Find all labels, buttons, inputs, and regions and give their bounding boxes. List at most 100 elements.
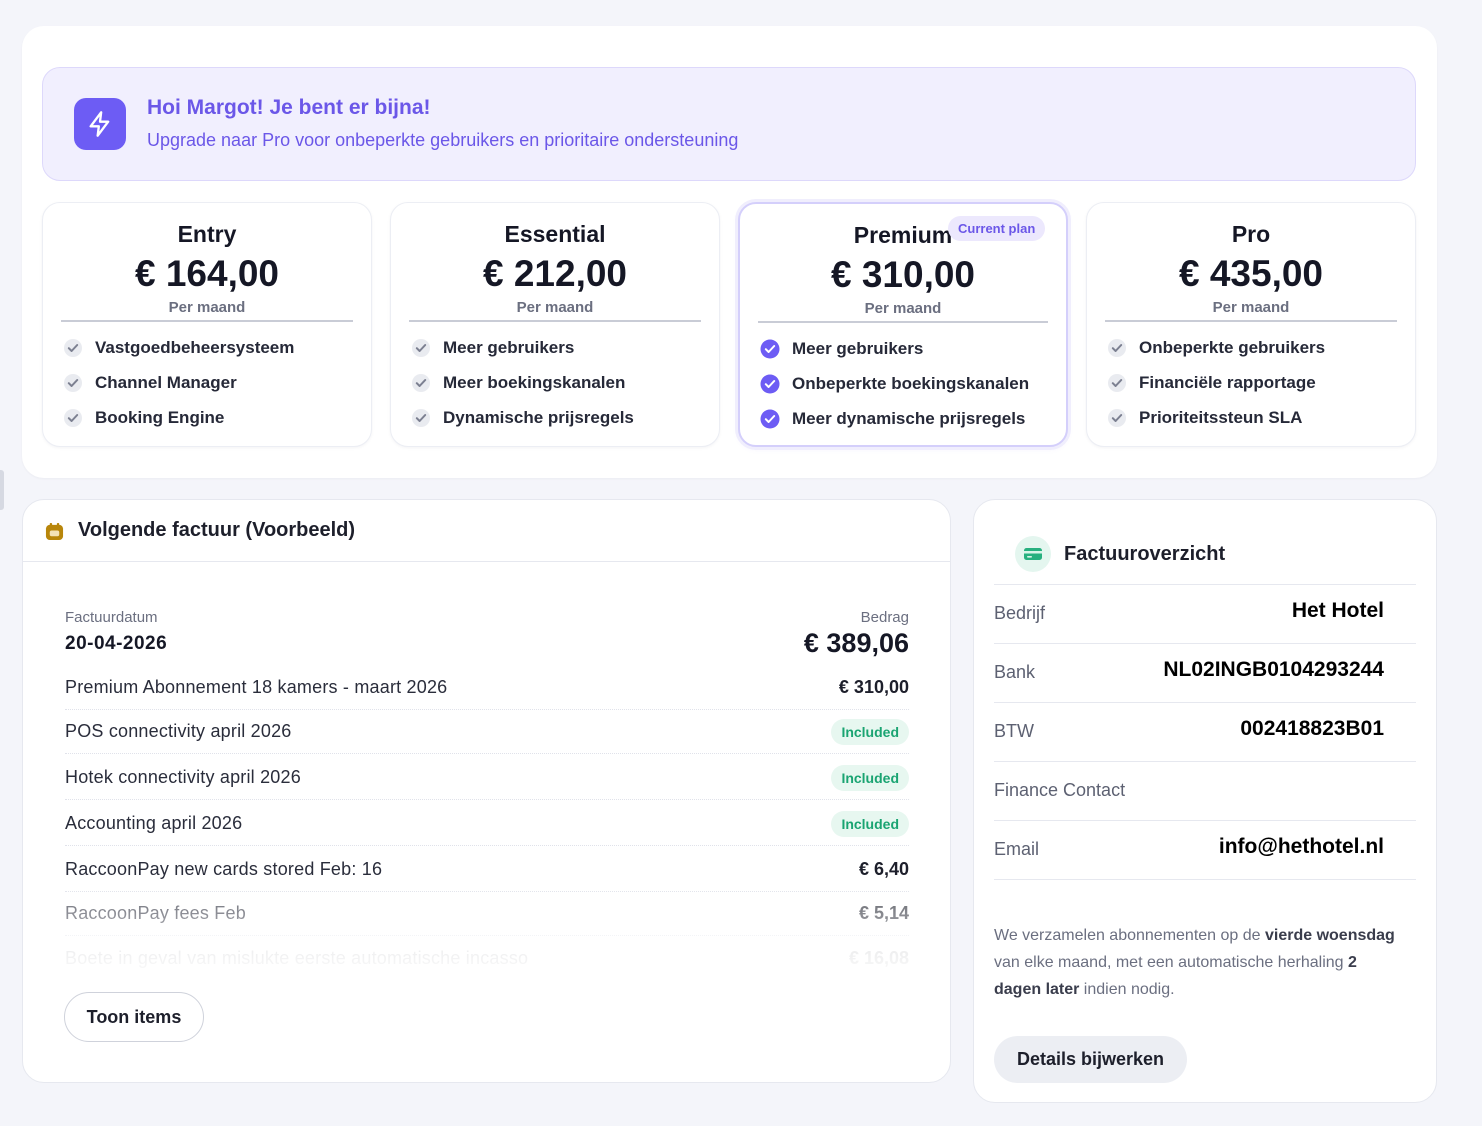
plan-card-essential[interactable]: Essential € 212,00 Per maand Meer gebruiker…: [390, 202, 720, 447]
plan-feature: Onbeperkte gebruikers: [1107, 336, 1325, 360]
line-description: RaccoonPay fees Feb: [65, 903, 246, 923]
plan-feature: Channel Manager: [63, 371, 237, 395]
included-badge: Included: [831, 810, 909, 837]
overview-value: NL02INGB0104293244: [1163, 658, 1384, 681]
invoice-line-item: Premium Abonnement 18 kamers - maart 202…: [65, 666, 909, 710]
banner-subtitle: Upgrade naar Pro voor onbeperkte gebruik…: [147, 130, 739, 150]
plan-feature: Dynamische prijsregels: [411, 406, 634, 430]
note-bold-day: vierde woensdag: [1265, 927, 1395, 944]
plan-period: Per maand: [1212, 299, 1290, 316]
divider: [1105, 320, 1397, 322]
overview-row-btw: BTW 002418823B01: [994, 702, 1416, 761]
divider: [409, 320, 701, 322]
line-description: POS connectivity april 2026: [65, 721, 292, 741]
line-description: RaccoonPay new cards stored Feb: 16: [65, 859, 383, 879]
line-description: Hotek connectivity april 2026: [65, 767, 301, 787]
plan-period: Per maand: [168, 299, 246, 316]
side-edge-tab[interactable]: [0, 470, 4, 510]
note-text: van elke maand, met een automatische her…: [994, 954, 1348, 971]
overview-value: 002418823B01: [1240, 717, 1384, 740]
plan-name: Essential: [504, 221, 606, 247]
note-bold-retry: 2 dagen later: [994, 954, 1357, 998]
feature-label: Meer gebruikers: [792, 339, 924, 358]
feature-label: Meer boekingskanalen: [443, 373, 626, 392]
plan-feature: Onbeperkte boekingskanalen: [760, 372, 1029, 396]
note-text: We verzamelen abonnementen op de: [994, 927, 1265, 944]
feature-label: Onbeperkte boekingskanalen: [792, 374, 1030, 393]
invoice-title: Volgende factuur (Voorbeeld): [78, 519, 356, 541]
plan-feature: Prioriteitssteun SLA: [1107, 406, 1302, 430]
overview-value: Het Hotel: [1291, 599, 1384, 622]
overview-value: info@hethotel.nl: [1218, 835, 1384, 858]
feature-label: Prioriteitssteun SLA: [1139, 408, 1303, 427]
check-circle-icon: [760, 339, 780, 359]
check-circle-icon: [411, 373, 431, 393]
check-circle-icon: [1107, 338, 1127, 358]
plan-feature: Meer gebruikers: [411, 336, 574, 360]
check-circle-icon: [1107, 373, 1127, 393]
check-circle-icon: [63, 373, 83, 393]
plan-price: € 435,00: [1178, 253, 1324, 294]
feature-label: Booking Engine: [95, 408, 225, 427]
banner-title: Hoi Margot! Je bent er bijna!: [147, 96, 431, 119]
overview-key: BTW: [994, 721, 1034, 741]
included-badge: Included: [831, 764, 909, 791]
check-circle-icon: [760, 374, 780, 394]
overview-row-bedrijf: Bedrijf Het Hotel: [994, 584, 1416, 643]
check-circle-icon: [1107, 408, 1127, 428]
line-description: Premium Abonnement 18 kamers - maart 202…: [65, 677, 448, 697]
invoice-line-item: RaccoonPay fees Feb € 5,14: [65, 892, 909, 936]
feature-label: Channel Manager: [95, 373, 237, 392]
calendar-icon: [45, 522, 64, 541]
feature-label: Dynamische prijsregels: [443, 408, 634, 427]
plan-price: € 164,00: [134, 253, 280, 294]
invoice-line-item: POS connectivity april 2026 Included: [65, 710, 909, 754]
check-circle-icon: [63, 408, 83, 428]
line-amount: € 6,40: [858, 859, 909, 879]
plan-card-premium[interactable]: Premium Current plan € 310,00 Per maand Meer…: [738, 202, 1068, 447]
divider: [758, 321, 1048, 323]
invoice-amount-label: Bedrag: [860, 609, 909, 626]
invoice-header: Volgende factuur (Voorbeeld): [23, 500, 950, 562]
feature-label: Meer dynamische prijsregels: [792, 409, 1026, 428]
overview-row-email: Email info@hethotel.nl: [994, 820, 1416, 879]
line-amount: € 5,14: [858, 903, 909, 923]
check-circle-icon: [411, 408, 431, 428]
feature-label: Meer gebruikers: [443, 338, 575, 357]
plan-feature: Meer boekingskanalen: [411, 371, 625, 395]
plan-card-entry[interactable]: Entry € 164,00 Per maand Vastgoedbeheersyst…: [42, 202, 372, 447]
invoice-overview-panel: Factuuroverzicht Bedrijf Het Hotel Bank NL0…: [973, 499, 1437, 1103]
included-badge: Included: [831, 718, 909, 745]
next-invoice-panel: Volgende factuur (Voorbeeld) Factuurdatu…: [22, 499, 951, 1083]
overview-title: Factuuroverzicht: [1064, 543, 1226, 565]
feature-label: Onbeperkte gebruikers: [1139, 338, 1326, 357]
update-details-button[interactable]: Details bijwerken: [994, 1036, 1187, 1083]
plan-feature: Financiële rapportage: [1107, 371, 1316, 395]
upgrade-banner: Hoi Margot! Je bent er bijna! Upgrade na…: [42, 67, 1416, 181]
collection-note: We verzamelen abonnementen op de vierde …: [994, 922, 1404, 1003]
plan-name: Premium: [853, 222, 953, 248]
lightning-icon: [74, 98, 126, 150]
line-description: Accounting april 2026: [65, 813, 243, 833]
invoice-line-item: Hotek connectivity april 2026 Included: [65, 756, 909, 800]
note-text: indien nodig.: [1079, 981, 1175, 998]
feature-label: Vastgoedbeheersysteem: [95, 338, 295, 357]
check-circle-icon: [63, 338, 83, 358]
invoice-total: € 389,06: [803, 628, 909, 658]
plan-feature: Meer gebruikers: [760, 337, 923, 361]
overview-key: Bedrijf: [994, 603, 1046, 623]
plan-period: Per maand: [864, 300, 942, 317]
plan-price: € 310,00: [830, 254, 976, 295]
overview-row-bank: Bank NL02INGB0104293244: [994, 643, 1416, 702]
invoice-line-item: Boete in geval van mislukte eerste autom…: [65, 936, 909, 980]
plan-price: € 212,00: [482, 253, 628, 294]
plan-card-pro[interactable]: Pro € 435,00 Per maand Onbeperkte gebruiker…: [1086, 202, 1416, 447]
invoice-date-label: Factuurdatum: [65, 609, 158, 626]
invoice-date: 20-04-2026: [65, 633, 168, 654]
line-amount: € 310,00: [838, 677, 909, 697]
invoice-line-item: Accounting april 2026 Included: [65, 802, 909, 846]
show-items-button[interactable]: Toon items: [64, 992, 204, 1042]
overview-key: Finance Contact: [994, 780, 1126, 800]
plan-feature: Meer dynamische prijsregels: [760, 407, 1025, 431]
overview-key: Email: [994, 839, 1040, 859]
